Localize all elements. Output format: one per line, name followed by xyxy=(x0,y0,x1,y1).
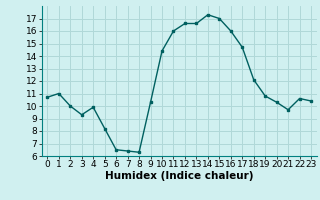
X-axis label: Humidex (Indice chaleur): Humidex (Indice chaleur) xyxy=(105,171,253,181)
